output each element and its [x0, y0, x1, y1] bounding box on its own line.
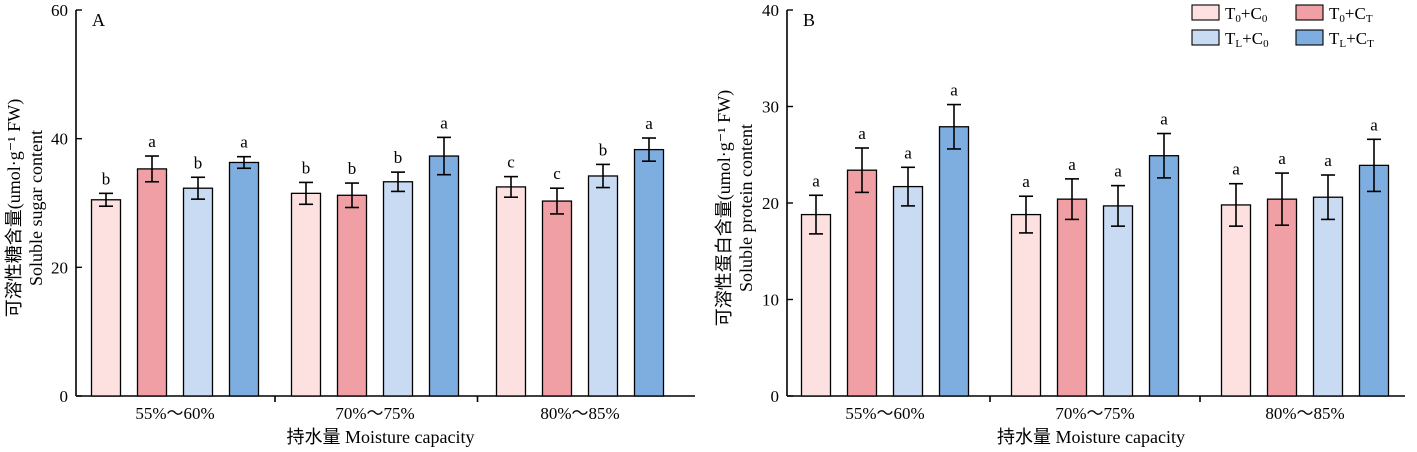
bar	[633, 148, 665, 397]
legend-label-sub: 0	[1263, 38, 1269, 50]
y-tick-label: 30	[762, 98, 779, 117]
bar	[1148, 155, 1180, 397]
legend-label-part: T	[1225, 29, 1236, 48]
significance-letter: a	[950, 81, 958, 100]
legend-swatch	[1191, 4, 1220, 21]
significance-letter: a	[858, 124, 866, 143]
x-axis-title: 持水量 Moisture capacity	[997, 427, 1185, 447]
legend-label-part: +C	[1242, 29, 1263, 48]
y-axis-title-en: Soluble protein content	[736, 124, 756, 292]
bar	[336, 194, 368, 397]
significance-letter: a	[645, 114, 653, 133]
legend-label-part: T	[1225, 4, 1236, 23]
significance-letter: a	[1232, 160, 1240, 179]
y-axis-title-cn: 可溶性糖含量(umol·g⁻¹ FW)	[4, 99, 25, 317]
significance-letter: c	[553, 164, 561, 183]
legend-label-part: +C	[1241, 4, 1262, 23]
legend-label-sub: L	[1339, 38, 1346, 50]
legend-label-sub: 0	[1262, 13, 1268, 25]
bar	[1010, 213, 1042, 397]
significance-letter: a	[148, 132, 156, 151]
bar	[1358, 164, 1390, 397]
x-tick-label: 55%～60%	[845, 404, 924, 423]
bar	[1266, 198, 1298, 397]
bar	[1312, 196, 1344, 397]
legend-label-sub: T	[1366, 13, 1373, 25]
significance-letter: a	[240, 133, 248, 152]
y-tick-label: 0	[60, 387, 69, 406]
significance-letter: a	[440, 113, 448, 132]
x-tick-label: 80%～85%	[540, 404, 619, 423]
bar	[892, 185, 924, 397]
bar	[290, 192, 322, 397]
panel-b: 0 10 20 30 40 55%～60% 70%～75% 80%～85% 持水量 Moistu…	[714, 1, 1405, 447]
y-tick-label: 20	[51, 258, 68, 277]
y-tick-label: 0	[771, 387, 780, 406]
legend-label-part: T	[1329, 29, 1340, 48]
y-tick-label: 60	[51, 1, 68, 20]
significance-letter: a	[1324, 151, 1332, 170]
bar	[90, 199, 122, 397]
significance-letter: b	[194, 153, 203, 172]
significance-letter: a	[904, 143, 912, 162]
bar	[228, 161, 260, 397]
bar	[1220, 204, 1252, 397]
significance-letter: b	[599, 140, 608, 159]
significance-letter: c	[507, 153, 515, 172]
x-tick-label: 70%～75%	[335, 404, 414, 423]
legend-label-part: +C	[1346, 29, 1367, 48]
x-tick-label: 70%～75%	[1055, 404, 1134, 423]
legend-label: T0+CT	[1329, 4, 1373, 25]
panel-label: B	[803, 10, 815, 30]
bar	[938, 126, 970, 397]
significance-letter: a	[812, 171, 820, 190]
legend-label-sub: L	[1235, 38, 1242, 50]
legend-label: TL+C0	[1225, 29, 1269, 50]
bar	[1102, 205, 1134, 397]
x-axis-title: 持水量 Moisture capacity	[287, 427, 475, 447]
bar	[136, 168, 168, 397]
significance-letter: a	[1160, 110, 1168, 129]
significance-letter: b	[394, 148, 403, 167]
y-tick-label: 10	[762, 291, 779, 310]
legend-label-sub: 0	[1339, 13, 1345, 25]
significance-letter: a	[1068, 155, 1076, 174]
bar	[495, 186, 527, 397]
bar	[846, 169, 878, 397]
bar	[1056, 198, 1088, 397]
legend-label-part: +C	[1345, 4, 1366, 23]
significance-letter: b	[302, 158, 311, 177]
y-axis-title-en: Soluble sugar content	[26, 130, 46, 286]
legend-swatch	[1295, 29, 1324, 46]
significance-letter: a	[1370, 115, 1378, 134]
x-tick-label: 80%～85%	[1265, 404, 1344, 423]
y-axis-title-cn: 可溶性蛋白含量(umol·g⁻¹ FW)	[714, 90, 735, 326]
legend-label: T0+C0	[1225, 4, 1268, 25]
bar	[428, 155, 460, 397]
legend-swatch	[1295, 4, 1324, 21]
significance-letter: a	[1278, 149, 1286, 168]
panel-a: 0 20 40 60 55%～60% 70%～75% 80%～85% 持水量 Moisture…	[4, 1, 695, 447]
panel-label: A	[92, 10, 105, 30]
significance-letter: b	[102, 169, 111, 188]
legend-label-part: T	[1329, 4, 1340, 23]
bar	[800, 213, 832, 397]
legend-label-sub: T	[1367, 38, 1374, 50]
legend-label: TL+CT	[1329, 29, 1374, 50]
y-tick-label: 20	[762, 194, 779, 213]
bar	[182, 187, 214, 397]
legend-swatch	[1191, 29, 1220, 46]
bar	[382, 181, 414, 397]
significance-letter: a	[1114, 162, 1122, 181]
bar	[587, 175, 619, 397]
bar	[541, 200, 573, 397]
significance-letter: b	[348, 159, 357, 178]
legend-label-sub: 0	[1235, 13, 1241, 25]
y-tick-label: 40	[51, 130, 68, 149]
significance-letter: a	[1022, 172, 1030, 191]
y-tick-label: 40	[762, 1, 779, 20]
x-tick-label: 55%～60%	[135, 404, 214, 423]
